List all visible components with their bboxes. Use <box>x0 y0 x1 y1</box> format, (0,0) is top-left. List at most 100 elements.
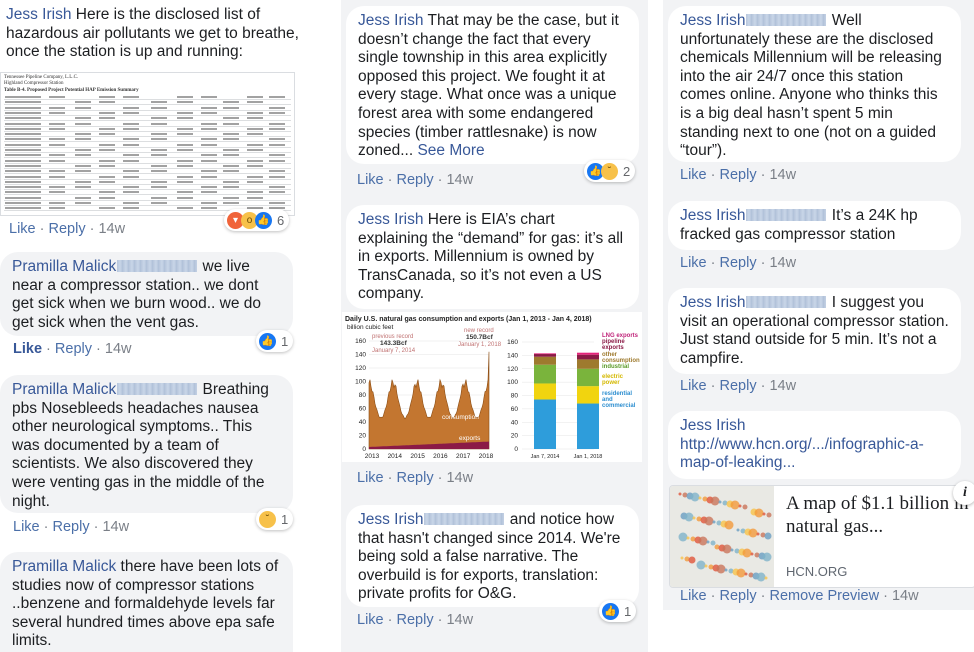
reaction-count: 6 <box>277 212 285 228</box>
doc-table-cell <box>223 106 239 109</box>
doc-table-cell <box>201 138 217 141</box>
like-link[interactable]: Like <box>9 221 36 237</box>
doc-table-rule <box>4 114 291 116</box>
like-link[interactable]: Like <box>680 378 707 394</box>
comment-author[interactable]: Jess Irish <box>680 12 746 29</box>
doc-table-cell <box>247 196 263 199</box>
comment-author[interactable]: Pramilla Malick <box>12 258 117 275</box>
reply-link[interactable]: Reply <box>719 255 757 271</box>
map-dot <box>716 520 722 526</box>
reply-link[interactable]: Reply <box>48 221 86 237</box>
hcn-link[interactable]: http://www.hcn.org/.../infographic-a-map… <box>680 435 924 472</box>
reply-link[interactable]: Reply <box>52 519 90 535</box>
like-link[interactable]: Like <box>13 519 40 535</box>
comment-author[interactable]: Jess Irish <box>358 12 424 29</box>
like-link[interactable]: Like <box>357 612 384 628</box>
doc-table-cell <box>177 96 193 98</box>
doc-table-cell <box>247 101 263 104</box>
doc-table-cell <box>177 117 193 120</box>
comment-author[interactable]: Jess Irish <box>680 294 746 311</box>
reaction-summary[interactable]: ˘ 1 <box>256 508 294 530</box>
doc-table-cell <box>75 106 91 109</box>
stacked-bar-segment <box>577 403 599 449</box>
eia-gas-chart-image[interactable]: Daily U.S. natural gas consumption and e… <box>342 312 642 462</box>
timestamp[interactable]: 14w <box>104 341 132 357</box>
timestamp[interactable]: 14w <box>769 167 797 183</box>
comment-author[interactable]: Jess Irish <box>680 417 746 434</box>
doc-table-cell <box>49 170 65 173</box>
area-ytick-label: 60 <box>359 406 367 413</box>
doc-table-cell <box>49 122 65 125</box>
see-more-link[interactable]: See More <box>417 142 485 160</box>
doc-table-cell <box>123 207 139 210</box>
comment-author[interactable]: Jess Irish <box>6 6 72 23</box>
like-link[interactable]: Like <box>680 255 707 271</box>
comment-author[interactable]: Jess Irish <box>358 211 424 228</box>
timestamp[interactable]: 14w <box>891 588 919 604</box>
consumption-label: consumption <box>442 414 479 421</box>
reaction-summary[interactable]: 👍 1 <box>599 600 637 622</box>
comment-author[interactable]: Jess Irish <box>680 207 746 224</box>
stacked-bar-segment <box>534 364 556 384</box>
map-dot <box>686 536 690 540</box>
stacked-bar-segment <box>577 386 599 404</box>
reply-link[interactable]: Reply <box>719 167 757 183</box>
map-dot <box>710 496 720 506</box>
timestamp[interactable]: 14w <box>769 378 797 394</box>
preview-title: A map of $1.1 billion in natural gas... <box>786 493 969 537</box>
like-link[interactable]: Like <box>357 172 384 188</box>
doc-table-cell <box>177 101 193 104</box>
reaction-summary[interactable]: 👍 1 <box>256 330 294 352</box>
timestamp[interactable]: 14w <box>769 255 797 271</box>
doc-table-cell <box>123 175 139 178</box>
doc-table-rule <box>4 157 291 159</box>
comment-author[interactable]: Pramilla Malick <box>12 558 117 575</box>
doc-table-cell <box>269 202 285 204</box>
map-dot <box>684 556 690 562</box>
stacked-bar-segment <box>534 356 556 365</box>
like-reaction-icon: 👍 <box>587 162 604 180</box>
remove-preview-link[interactable]: Remove Preview <box>769 588 880 604</box>
doc-table-rule <box>4 178 291 180</box>
reply-link[interactable]: Reply <box>396 470 434 486</box>
comment-author[interactable]: Jess Irish <box>358 511 424 528</box>
doc-table-cell <box>49 202 65 204</box>
reply-link[interactable]: Reply <box>396 172 434 188</box>
timestamp[interactable]: 14w <box>446 470 474 486</box>
doc-table-cell <box>269 111 285 114</box>
hap-emission-table-image[interactable]: Tennessee Pipeline Company, L.L.C. Highl… <box>0 72 295 216</box>
comment-author[interactable]: Pramilla Malick <box>12 381 117 398</box>
timestamp[interactable]: 14w <box>98 221 126 237</box>
map-dot <box>684 512 694 522</box>
map-dot <box>690 536 696 542</box>
reaction-summary[interactable]: 👍 ˘ 2 <box>584 160 636 182</box>
doc-table-cell <box>5 154 41 157</box>
link-preview-card[interactable]: A map of $1.1 billion in natural gas... … <box>669 485 974 588</box>
map-dot <box>748 572 754 578</box>
timestamp[interactable]: 14w <box>446 172 474 188</box>
doc-table-rule <box>4 104 291 106</box>
doc-table-cell <box>75 170 91 173</box>
reply-link[interactable]: Reply <box>396 612 434 628</box>
doc-table-cell <box>49 96 65 98</box>
doc-table-cell <box>49 127 65 130</box>
like-link[interactable]: Like <box>13 341 43 357</box>
like-link[interactable]: Like <box>680 167 707 183</box>
doc-table-cell <box>247 175 263 178</box>
comment-bubble: Jess Irish I suggest you visit an operat… <box>668 288 961 374</box>
legend-entry: consumption <box>602 358 640 364</box>
reaction-count: 2 <box>623 163 631 179</box>
reaction-summary[interactable]: ▾ o 👍 6 <box>224 209 290 231</box>
doc-table-cell <box>151 170 167 173</box>
reply-link[interactable]: Reply <box>719 378 757 394</box>
timestamp[interactable]: 14w <box>102 519 130 535</box>
reply-link[interactable]: Reply <box>54 341 92 357</box>
doc-table-rule <box>4 210 291 212</box>
map-dot <box>698 536 708 546</box>
like-link[interactable]: Like <box>357 470 384 486</box>
comment-text: Jess Irish Here is the disclosed list of… <box>6 6 306 62</box>
timestamp[interactable]: 14w <box>446 612 474 628</box>
reply-link[interactable]: Reply <box>719 588 757 604</box>
info-icon[interactable]: i <box>953 481 974 505</box>
like-link[interactable]: Like <box>680 588 707 604</box>
